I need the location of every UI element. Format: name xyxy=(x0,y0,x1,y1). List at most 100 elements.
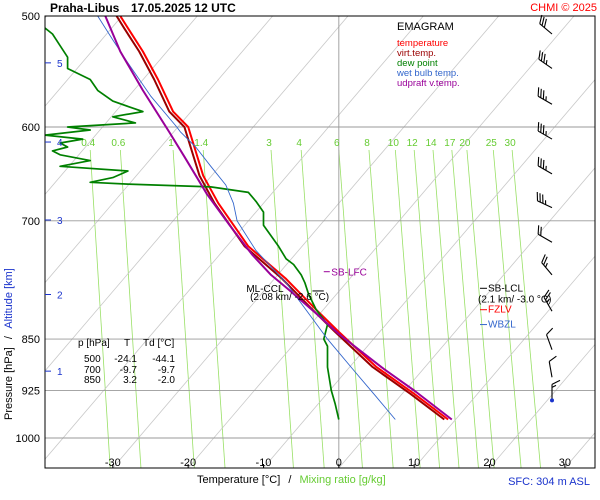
barb-flag xyxy=(543,289,550,298)
altitude-tick-label: 4 xyxy=(57,138,63,149)
table-cell: -9.7 xyxy=(120,365,138,376)
mixing-ratio-label: 10 xyxy=(388,138,400,149)
barb-flag xyxy=(543,256,548,266)
barb-half xyxy=(544,200,547,205)
mixing-ratio-label: 0.4 xyxy=(81,138,95,149)
mixing-ratio-label: 25 xyxy=(486,138,498,149)
table-cell: -9.7 xyxy=(158,365,176,376)
mixing-ratio-label: 6 xyxy=(334,138,340,149)
x-axis-temperature-label: Temperature [°C] xyxy=(197,474,280,486)
barb-flag xyxy=(536,191,539,201)
y-axis-altitude-label: Altitude [km] xyxy=(3,268,15,329)
mixing-ratio-label: 1 xyxy=(168,138,174,149)
table-cell: 850 xyxy=(84,375,101,386)
table-cell: -2.0 xyxy=(158,375,176,386)
level-label: FZLV xyxy=(488,305,512,316)
altitude-tick-label: 3 xyxy=(57,216,63,227)
barb-flag xyxy=(540,123,542,133)
temperature-tick-label: 30 xyxy=(559,457,571,469)
table-cell: 700 xyxy=(84,365,101,376)
legend-entry: wet bulb temp. xyxy=(396,68,459,79)
mixing-ratio-line xyxy=(511,149,541,468)
pressure-tick-label: 700 xyxy=(22,216,40,228)
mixing-ratio-label: 12 xyxy=(407,138,419,149)
legend-entry: virt.temp. xyxy=(397,48,436,59)
legend-entry: udpraft v.temp. xyxy=(397,78,460,89)
wind-barb xyxy=(537,122,553,140)
wind-barb xyxy=(541,254,553,276)
mixing-ratio-label: 3 xyxy=(266,138,272,149)
altitude-tick-label: 1 xyxy=(57,367,63,378)
plot-area xyxy=(45,16,595,468)
barb-flag xyxy=(542,125,545,135)
temperature-axis: -30 -20 -10 0 10 20 30 xyxy=(105,457,571,469)
barb-flag xyxy=(548,355,557,362)
level-detail: (2.1 km/ -3.0 °C) xyxy=(478,294,551,305)
level-label: SB-LCL xyxy=(488,283,523,294)
isotherm-line xyxy=(45,16,274,284)
pressure-tick-label: 500 xyxy=(22,11,40,23)
temperature-tick-label: -10 xyxy=(256,457,272,469)
barb-flag xyxy=(540,52,544,62)
mixing-ratio-line xyxy=(451,149,479,468)
y-axis-pressure-label: Pressure [hPa] xyxy=(3,347,15,420)
mixing-ratio-label: 1.4 xyxy=(194,138,208,149)
wind-barb xyxy=(536,191,553,209)
legend-title: EMAGRAM xyxy=(397,21,454,33)
temperature-tick-label: 10 xyxy=(408,457,420,469)
plot-frame xyxy=(44,15,596,469)
isotherm-line xyxy=(413,255,595,468)
barb-flag xyxy=(542,194,544,204)
chart-subtitle: 17.05.2025 12 UTC xyxy=(131,1,236,15)
legend-entry: temperature xyxy=(397,38,448,49)
mixing-ratio-label: 30 xyxy=(505,138,517,149)
wind-barb xyxy=(539,14,553,35)
mixing-ratio-label: 20 xyxy=(459,138,471,149)
y-axis-label: Pressure [hPa] / Altitude [km] xyxy=(3,268,15,420)
wind-barb xyxy=(548,355,557,378)
level-table: p [hPa] T Td [°C] 500 -24.1 -44.1 700 -9… xyxy=(78,338,175,386)
wind-barb xyxy=(550,379,561,403)
temperature-tick-label: 20 xyxy=(483,457,495,469)
altitude-tick-label: 2 xyxy=(57,290,63,301)
mixing-ratio-line xyxy=(172,149,195,468)
barb-flag xyxy=(537,225,540,235)
isotherm-line xyxy=(45,16,123,107)
profile-lines xyxy=(45,16,453,421)
pressure-tick-label: 600 xyxy=(22,122,40,134)
annotations: SB-LFC ML-CCL(2.08 km/ -2.6 °C) xyxy=(246,268,367,303)
mixing-ratio-label: 4 xyxy=(296,138,302,149)
annotation-label: SB-LFC xyxy=(331,268,367,279)
x-axis-mixing-label: Mixing ratio [g/kg] xyxy=(299,474,385,486)
barb-surface-dot xyxy=(550,398,554,403)
altitude-tick-label: 5 xyxy=(57,59,63,70)
barb-flag xyxy=(542,159,545,169)
mixing-ratio-label: 0.6 xyxy=(111,138,125,149)
isotherm-line xyxy=(45,16,349,372)
altitude-axis: 5 4 3 2 1 xyxy=(45,59,63,378)
y-axis-separator: / xyxy=(3,335,15,339)
table-cell: -44.1 xyxy=(152,354,175,365)
barb-flag xyxy=(543,53,546,63)
mixing-ratio-line xyxy=(368,149,394,468)
x-axis-separator: / xyxy=(288,474,292,486)
barb-half xyxy=(545,262,548,268)
isotherm-line xyxy=(45,16,198,196)
isotherm-lines xyxy=(45,16,595,468)
copyright-label: CHMI © 2025 xyxy=(530,2,597,14)
wind-barb xyxy=(538,50,553,69)
barb-flag xyxy=(546,327,554,336)
level-markers: SB-LCL(2.1 km/ -3.0 °C)FZLV WBZL xyxy=(478,283,551,330)
level-label: WBZL xyxy=(488,320,516,331)
barb-flag xyxy=(539,14,543,24)
barb-staff xyxy=(548,361,553,378)
table-cell: 3.2 xyxy=(123,375,137,386)
barb-half xyxy=(546,298,550,303)
temperature-tick-label: -30 xyxy=(105,457,121,469)
series-line-dew-point xyxy=(45,27,340,420)
barb-flag xyxy=(540,226,542,236)
wind-barb xyxy=(543,289,553,312)
isotherm-line xyxy=(112,16,500,468)
